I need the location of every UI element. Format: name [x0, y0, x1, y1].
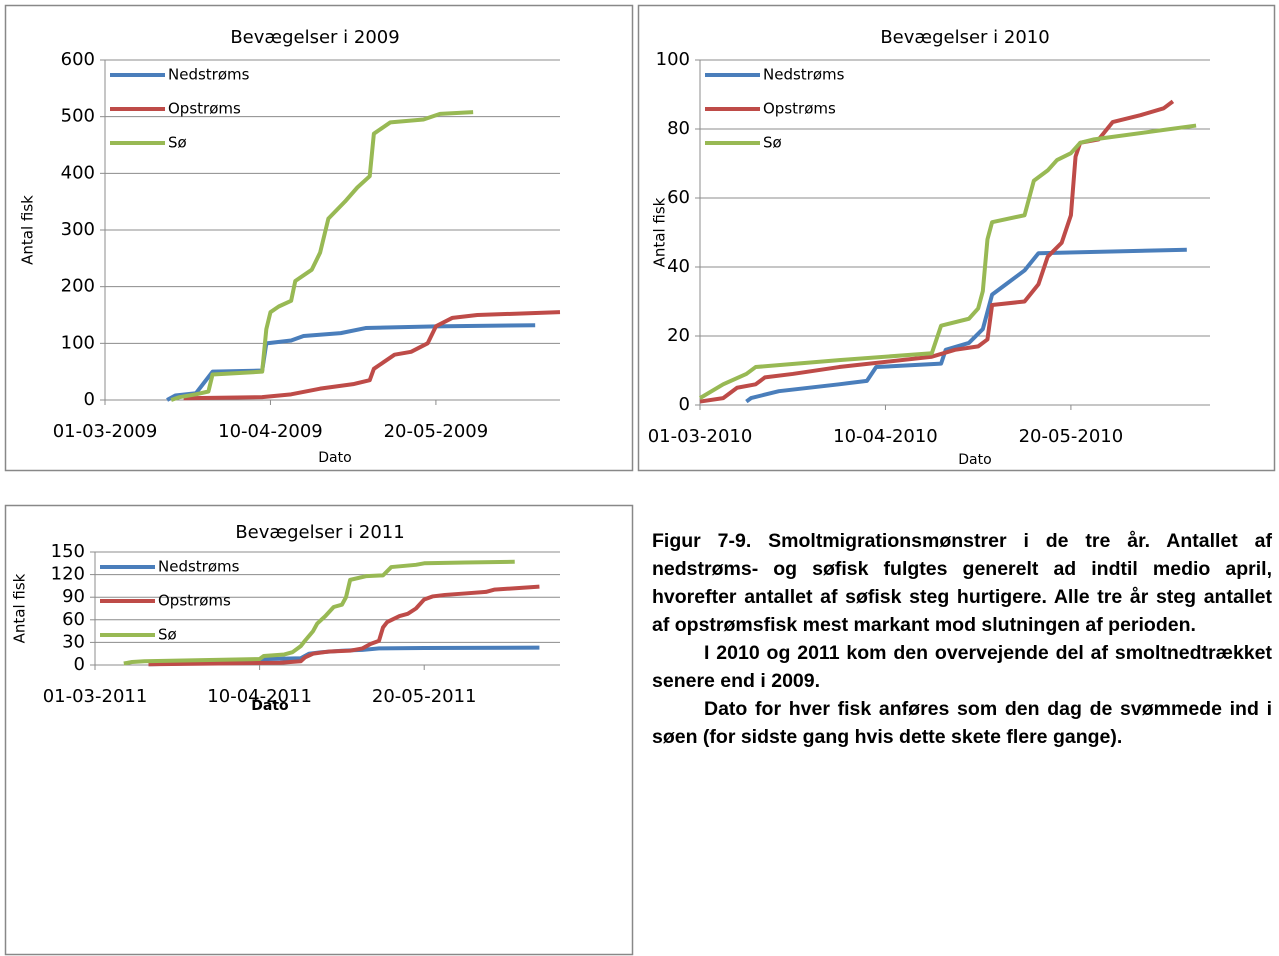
caption-paragraph: Figur 7-9. Smoltmigrationsmønstrer i de …	[652, 530, 1272, 636]
legend-label: Nedstrøms	[763, 66, 845, 84]
x-axis-label: Dato	[318, 450, 351, 466]
legend-label: Nedstrøms	[158, 558, 240, 576]
chart-title: Bevægelser i 2011	[235, 522, 404, 543]
legend-label: Opstrøms	[168, 100, 241, 118]
caption: Figur 7-9. Smoltmigrationsmønstrer i de …	[652, 527, 1272, 751]
y-tick-label: 120	[51, 564, 85, 585]
data-line	[166, 323, 536, 402]
caption-paragraph: I 2010 og 2011 kom den overvejende del a…	[652, 642, 1272, 692]
panel-frame	[637, 4, 1276, 472]
x-tick-label: 10-04-2009	[218, 421, 323, 442]
panel-frame	[4, 504, 634, 956]
y-tick-label: 300	[61, 219, 95, 240]
y-axis-label: Antal fisk	[651, 197, 669, 267]
x-tick-label: 01-03-2009	[53, 421, 158, 442]
y-tick-label: 100	[61, 332, 95, 353]
y-tick-label: 90	[62, 586, 85, 607]
legend-label: Opstrøms	[158, 592, 231, 610]
y-tick-label: 20	[667, 325, 690, 346]
y-axis-label: Antal fisk	[19, 195, 37, 265]
y-tick-label: 100	[656, 49, 690, 70]
y-tick-label: 150	[51, 541, 85, 562]
y-tick-label: 80	[667, 118, 690, 139]
legend-label: Sø	[158, 626, 177, 644]
legend-label: Nedstrøms	[168, 66, 250, 84]
data-line	[123, 559, 515, 666]
x-axis-label: Dato	[251, 698, 289, 714]
x-axis-label: Dato	[958, 452, 991, 468]
chart-title: Bevægelser i 2009	[230, 27, 399, 48]
x-tick-label: 10-04-2011	[207, 686, 312, 707]
caption-paragraph: Dato for hver fisk anføres som den dag d…	[652, 698, 1272, 748]
y-tick-label: 200	[61, 276, 95, 297]
y-tick-label: 60	[667, 187, 690, 208]
y-tick-label: 0	[74, 654, 85, 675]
y-tick-label: 500	[61, 106, 95, 127]
data-line	[698, 123, 1197, 400]
legend-label: Sø	[763, 134, 782, 152]
y-tick-label: 60	[62, 609, 85, 630]
data-line	[148, 584, 540, 667]
chart-title: Bevægelser i 2010	[880, 27, 1049, 48]
x-tick-label: 01-03-2010	[648, 426, 753, 447]
y-tick-label: 400	[61, 162, 95, 183]
x-tick-label: 20-05-2011	[372, 686, 477, 707]
x-tick-label: 20-05-2010	[1019, 426, 1124, 447]
y-tick-label: 0	[84, 389, 95, 410]
legend-label: Opstrøms	[763, 100, 836, 118]
x-tick-label: 10-04-2010	[833, 426, 938, 447]
y-tick-label: 30	[62, 631, 85, 652]
panel-frame	[4, 4, 634, 472]
x-tick-label: 20-05-2009	[384, 421, 489, 442]
x-tick-label: 01-03-2011	[43, 686, 148, 707]
y-axis-label: Antal fisk	[11, 573, 29, 643]
data-line	[745, 247, 1187, 404]
y-tick-label: 600	[61, 49, 95, 70]
data-line	[183, 310, 561, 401]
legend-label: Sø	[168, 134, 187, 152]
y-tick-label: 0	[679, 394, 690, 415]
y-tick-label: 40	[667, 256, 690, 277]
data-line	[170, 110, 474, 402]
